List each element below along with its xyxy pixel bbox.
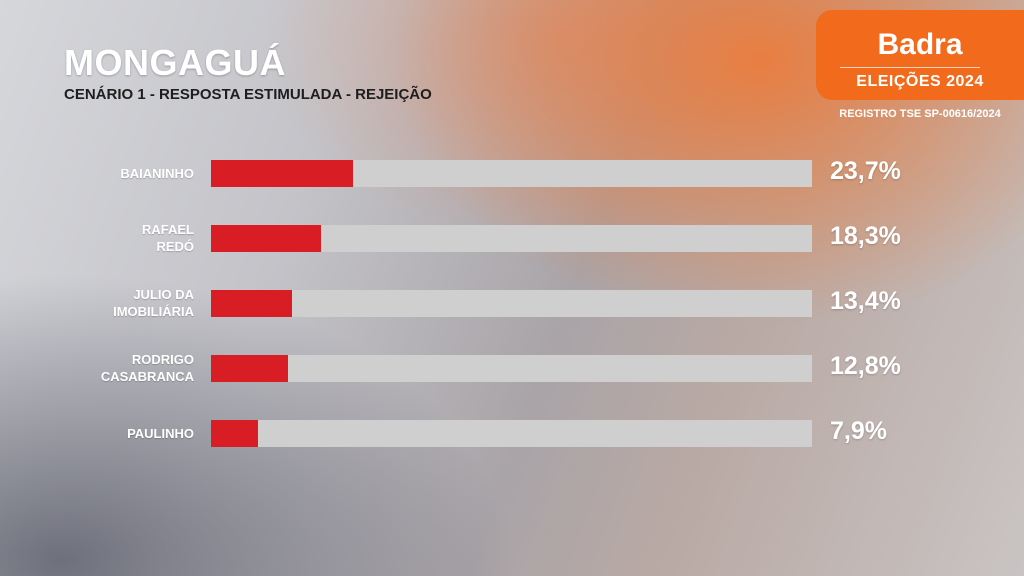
brand-badge: Badra ELEIÇÕES 2024 [816, 10, 1024, 100]
category-label: RODRIGO CASABRANCA [100, 352, 194, 384]
brand-subtitle: ELEIÇÕES 2024 [856, 73, 984, 90]
bar-row: PAULINHO 7,9% [0, 413, 1024, 453]
bar [211, 160, 354, 187]
bar-row: RODRIGO CASABRANCA 12,8% [0, 348, 1024, 388]
category-label: PAULINHO [127, 425, 194, 441]
bar-track [211, 355, 812, 382]
bar-track [211, 160, 812, 187]
category-label: BAIANINHO [120, 165, 194, 181]
brand-logo: Badra [877, 28, 963, 61]
value-label: 23,7% [830, 157, 901, 185]
value-label: 7,9% [830, 417, 887, 445]
bar-track [211, 225, 812, 252]
brand-divider [840, 67, 980, 68]
value-label: 18,3% [830, 222, 901, 250]
bar [211, 355, 288, 382]
bar-row: JULIO DA IMOBILIÁRIA 13,4% [0, 283, 1024, 323]
category-label: JULIO DA IMOBILIÁRIA [113, 287, 194, 319]
bar [211, 290, 292, 317]
bar-track [211, 420, 812, 447]
bar-row: BAIANINHO 23,7% [0, 153, 1024, 193]
value-label: 12,8% [830, 352, 901, 380]
value-label: 13,4% [830, 287, 901, 315]
page-subtitle: CENÁRIO 1 - RESPOSTA ESTIMULADA - REJEIÇ… [64, 86, 432, 103]
registro-tse: REGISTRO TSE SP-00616/2024 [839, 108, 1001, 120]
bar-row: RAFAEL REDÓ 18,3% [0, 218, 1024, 258]
bar [211, 225, 321, 252]
page-title: MONGAGUÁ [64, 42, 286, 83]
bar [211, 420, 259, 447]
category-label: RAFAEL REDÓ [142, 222, 194, 254]
bar-track [211, 290, 812, 317]
